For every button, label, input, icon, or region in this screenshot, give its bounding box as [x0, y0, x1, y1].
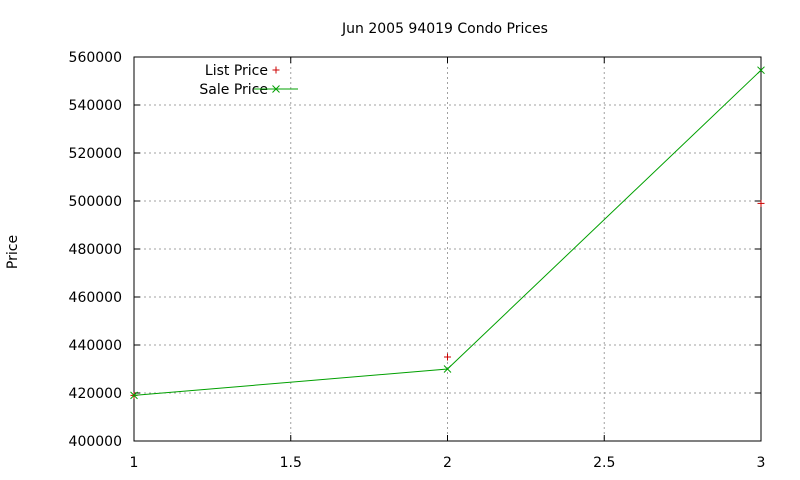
y-tick-label: 440000 [69, 338, 122, 354]
y-tick-label: 540000 [69, 98, 122, 114]
list-price-point [444, 353, 451, 361]
axes-layer: 400000 420000 440000 460000 480000 500000 5200… [69, 50, 766, 471]
sale-price-point [443, 365, 452, 373]
marker-stroke [443, 365, 452, 373]
x-tick-label: 1 [130, 455, 139, 471]
grid-layer [134, 57, 761, 441]
y-tick-label: 500000 [69, 194, 122, 210]
y-tick-label: 420000 [69, 386, 122, 402]
x-tick-label: 2 [443, 455, 452, 471]
series-layer [130, 66, 765, 400]
y-tick-label: 560000 [69, 50, 122, 66]
sale-price-point [757, 66, 765, 75]
legend-label-sale-price: Sale Price [199, 82, 268, 98]
y-tick-label: 400000 [69, 434, 122, 450]
x-tick-label: 1.5 [280, 455, 302, 471]
x-tick-label: 3 [757, 455, 766, 471]
y-tick-label: 460000 [69, 290, 122, 306]
y-tick-label: 480000 [69, 242, 122, 258]
marker-stroke [272, 85, 280, 93]
marker-stroke [757, 66, 765, 75]
plot-border [133, 56, 762, 442]
chart-title: Jun 2005 94019 Condo Prices [341, 21, 548, 37]
list-price-point [757, 199, 765, 207]
sale-price-point [130, 391, 138, 400]
marker-stroke [130, 391, 138, 400]
legend-marker-list-price [272, 66, 280, 74]
y-tick-label: 520000 [69, 146, 122, 162]
legend-label-list-price: List Price [205, 63, 268, 79]
x-tick-label: 2.5 [593, 455, 615, 471]
legend-marker-sale-price [272, 85, 280, 93]
legend: List Price Sale Price [199, 63, 298, 98]
y-axis-label: Price [5, 235, 21, 269]
